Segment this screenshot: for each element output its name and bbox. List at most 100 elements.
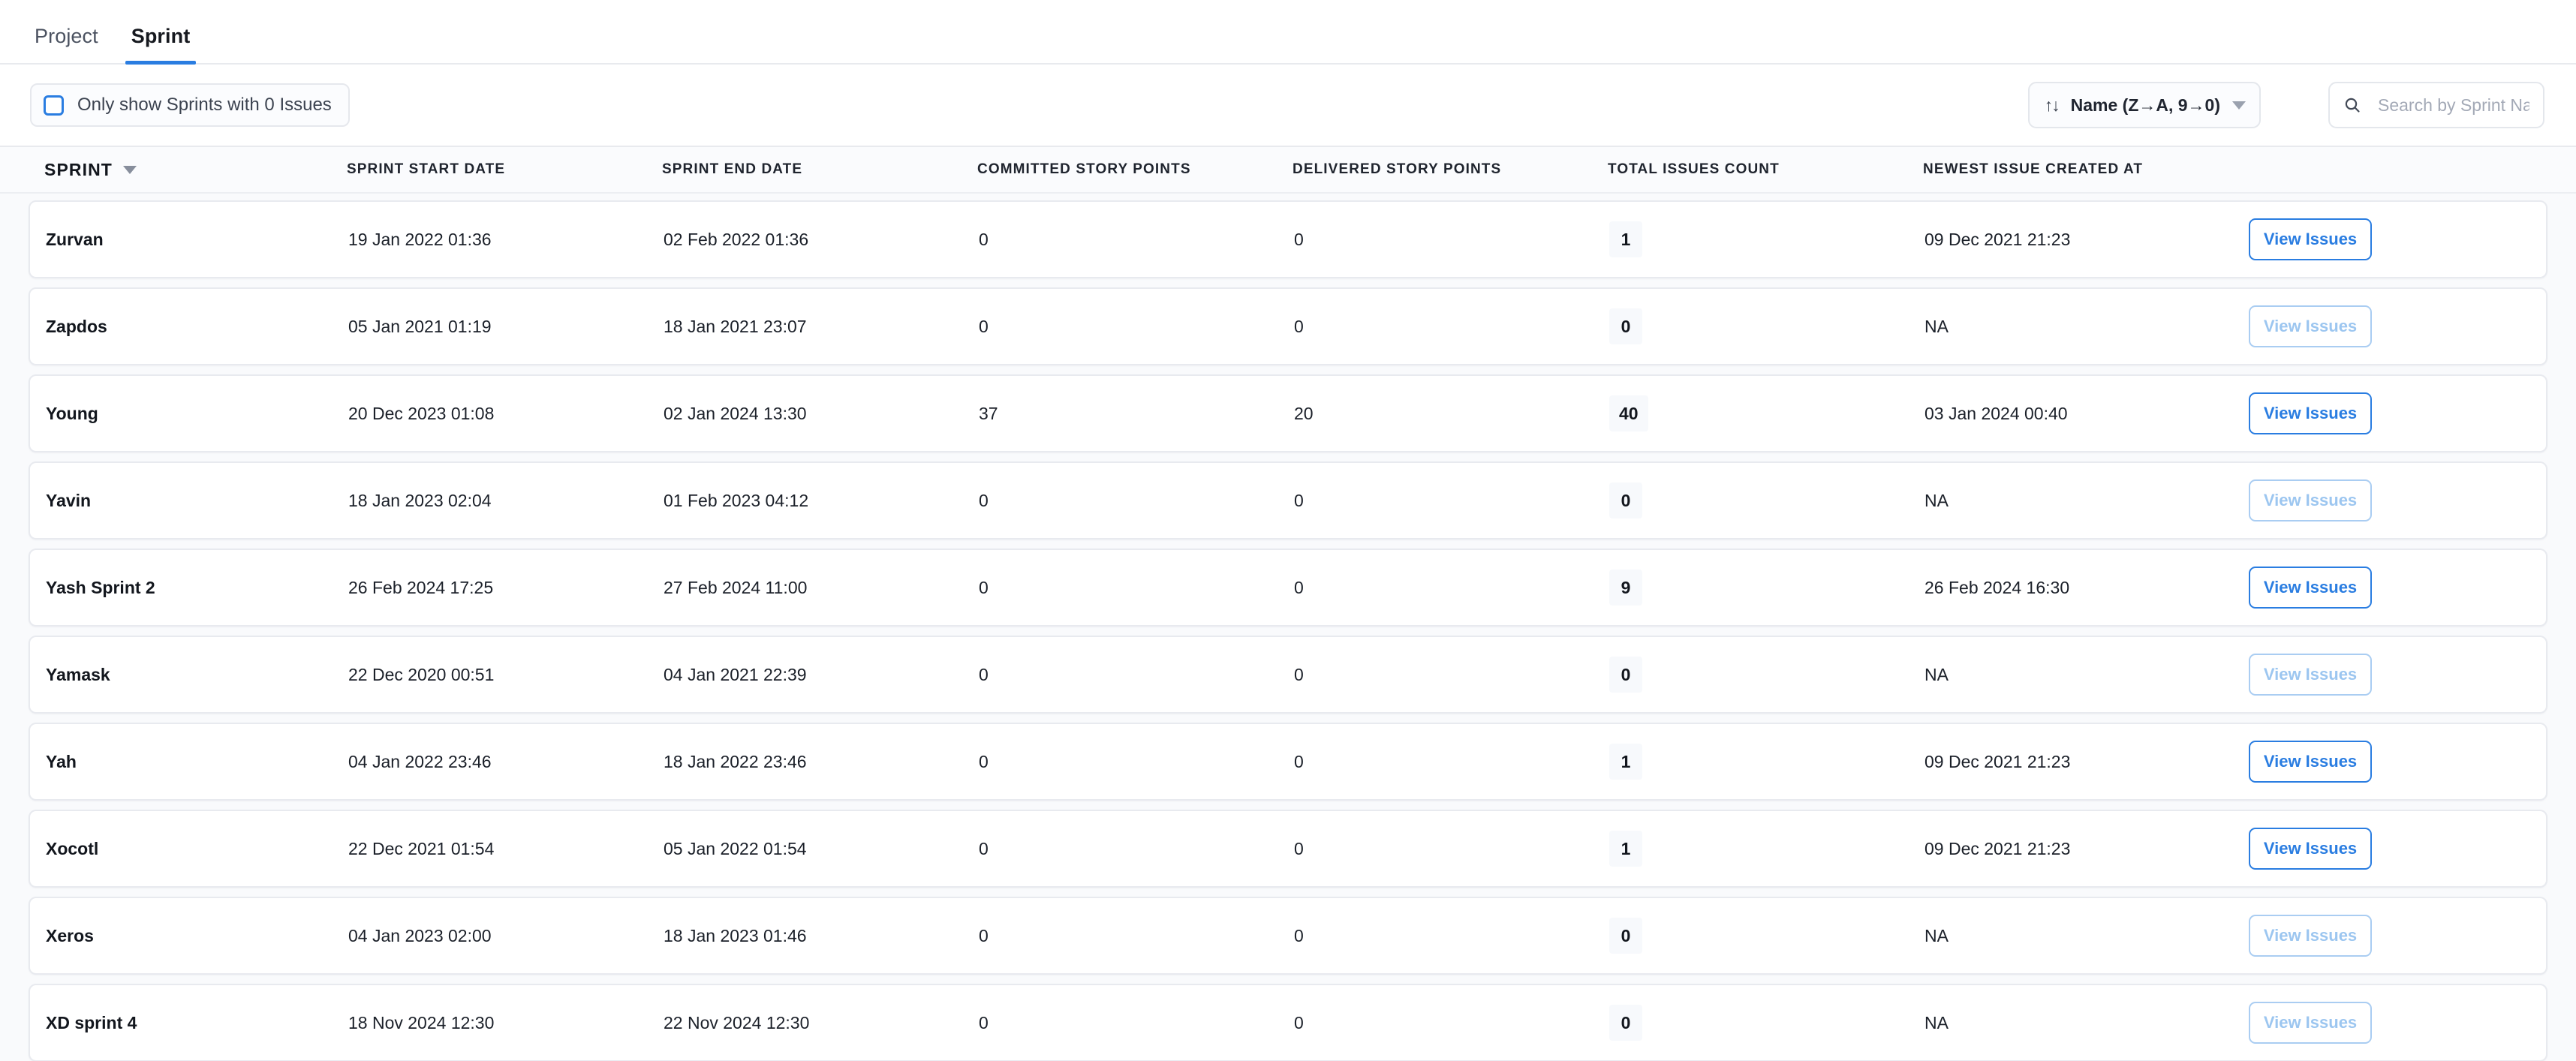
sprint-end-date-text: 18 Jan 2023 01:46 (664, 925, 807, 945)
newest-issue-created-at-text: 09 Dec 2021 21:23 (1924, 229, 2071, 249)
committed-story-points: 0 (979, 491, 1294, 511)
table-row[interactable]: Yah 04 Jan 2022 23:46 18 Jan 2022 23:46 0 0 1… (29, 723, 2547, 801)
sprint-end-date: 22 Nov 2024 12:30 (664, 1013, 979, 1033)
committed-story-points: 37 (979, 404, 1294, 424)
column-header-start-date-label: SPRINT START DATE (347, 161, 506, 177)
column-header-total-issues: TOTAL ISSUES COUNT (1608, 161, 1923, 178)
total-issues-badge: 1 (1609, 744, 1642, 780)
total-issues-count: 9 (1609, 570, 1924, 606)
search-box[interactable] (2328, 82, 2544, 128)
total-issues-count: 1 (1609, 744, 1924, 780)
column-header-total-issues-label: TOTAL ISSUES COUNT (1608, 161, 1780, 177)
row-actions: View Issues (2240, 915, 2546, 957)
sprint-name-text: Yah (46, 751, 77, 771)
sprint-start-date: 04 Jan 2023 02:00 (348, 926, 664, 946)
table-row[interactable]: Yamask 22 Dec 2020 00:51 04 Jan 2021 22:39… (29, 636, 2547, 714)
newest-issue-created-at-text: 09 Dec 2021 21:23 (1924, 838, 2071, 858)
total-issues-count: 0 (1609, 308, 1924, 344)
column-header-delivered-points: DELIVERED STORY POINTS (1293, 161, 1608, 178)
tab-sprint[interactable]: Sprint (115, 26, 207, 65)
table-row[interactable]: XD sprint 4 18 Nov 2024 12:30 22 Nov 2024 … (29, 984, 2547, 1061)
column-header-start-date: SPRINT START DATE (347, 161, 662, 178)
row-actions: View Issues (2240, 218, 2546, 260)
column-header-newest-issue-label: NEWEST ISSUE CREATED AT (1923, 161, 2144, 177)
tab-project[interactable]: Project (18, 26, 115, 63)
sprint-end-date-text: 04 Jan 2021 22:39 (664, 664, 807, 684)
newest-issue-created-at: NA (1924, 665, 2240, 685)
search-input[interactable] (2378, 95, 2529, 116)
delivered-story-points: 0 (1294, 752, 1609, 772)
delivered-story-points: 0 (1294, 317, 1609, 337)
table-row[interactable]: Zapdos 05 Jan 2021 01:19 18 Jan 2021 23:07… (29, 287, 2547, 365)
delivered-story-points: 0 (1294, 578, 1609, 598)
delivered-story-points-text: 0 (1294, 925, 1304, 945)
sprint-end-date-text: 05 Jan 2022 01:54 (664, 838, 807, 858)
sprint-name: Xeros (30, 926, 348, 946)
sprint-name-text: Young (46, 403, 98, 423)
view-issues-button[interactable]: View Issues (2249, 218, 2372, 260)
sprint-end-date-text: 27 Feb 2024 11:00 (664, 577, 808, 597)
delivered-story-points: 0 (1294, 665, 1609, 685)
sort-dropdown[interactable]: ↑↓ Name (Z→A, 9→0) (2027, 82, 2261, 128)
table-row[interactable]: Zurvan 19 Jan 2022 01:36 02 Feb 2022 01:36… (29, 200, 2547, 278)
newest-issue-created-at: NA (1924, 491, 2240, 511)
column-header-sprint[interactable]: SPRINT (29, 160, 347, 180)
row-actions: View Issues (2240, 567, 2546, 609)
view-issues-button: View Issues (2249, 479, 2372, 521)
sprint-start-date-text: 22 Dec 2021 01:54 (348, 838, 495, 858)
newest-issue-created-at: 26 Feb 2024 16:30 (1924, 578, 2240, 598)
sprint-start-date: 19 Jan 2022 01:36 (348, 230, 664, 250)
delivered-story-points: 0 (1294, 230, 1609, 250)
sprint-name-text: Yamask (46, 664, 110, 684)
view-issues-button: View Issues (2249, 654, 2372, 696)
newest-issue-created-at-text: NA (1924, 316, 1949, 336)
view-issues-button[interactable]: View Issues (2249, 567, 2372, 609)
committed-story-points: 0 (979, 230, 1294, 250)
delivered-story-points: 0 (1294, 1013, 1609, 1033)
table-row[interactable]: Yavin 18 Jan 2023 02:04 01 Feb 2023 04:12 0… (29, 461, 2547, 540)
column-header-delivered-points-label: DELIVERED STORY POINTS (1293, 161, 1502, 177)
sprint-start-date-text: 18 Nov 2024 12:30 (348, 1012, 495, 1032)
committed-story-points: 0 (979, 926, 1294, 946)
table-row[interactable]: Xocotl 22 Dec 2021 01:54 05 Jan 2022 01:54… (29, 810, 2547, 888)
delivered-story-points-text: 0 (1294, 751, 1304, 771)
committed-story-points: 0 (979, 317, 1294, 337)
chevron-down-icon (2232, 101, 2246, 110)
total-issues-badge: 0 (1609, 918, 1642, 954)
delivered-story-points-text: 0 (1294, 1012, 1304, 1032)
column-header-newest-issue: NEWEST ISSUE CREATED AT (1923, 161, 2238, 178)
sprint-start-date: 22 Dec 2021 01:54 (348, 839, 664, 859)
table-row[interactable]: Young 20 Dec 2023 01:08 02 Jan 2024 13:30 3… (29, 374, 2547, 452)
committed-story-points: 0 (979, 1013, 1294, 1033)
total-issues-count: 1 (1609, 221, 1924, 257)
zero-issues-filter[interactable]: Only show Sprints with 0 Issues (30, 83, 350, 127)
zero-issues-checkbox[interactable] (44, 95, 64, 116)
sprint-start-date: 22 Dec 2020 00:51 (348, 665, 664, 685)
delivered-story-points-text: 0 (1294, 229, 1304, 249)
view-issues-button: View Issues (2249, 1002, 2372, 1044)
sprint-start-date: 18 Jan 2023 02:04 (348, 491, 664, 511)
view-issues-button[interactable]: View Issues (2249, 741, 2372, 783)
row-actions: View Issues (2240, 479, 2546, 521)
view-issues-button: View Issues (2249, 915, 2372, 957)
sprint-end-date: 18 Jan 2023 01:46 (664, 926, 979, 946)
delivered-story-points-text: 0 (1294, 577, 1304, 597)
committed-story-points-text: 37 (979, 403, 998, 423)
view-issues-button[interactable]: View Issues (2249, 828, 2372, 870)
sprint-name: Zapdos (30, 317, 348, 337)
column-header-end-date: SPRINT END DATE (662, 161, 977, 178)
committed-story-points-text: 0 (979, 316, 989, 336)
sprint-end-date: 18 Jan 2022 23:46 (664, 752, 979, 772)
newest-issue-created-at: NA (1924, 1013, 2240, 1033)
delivered-story-points-text: 0 (1294, 490, 1304, 510)
sprint-name-text: Zapdos (46, 316, 107, 336)
table-row[interactable]: Yash Sprint 2 26 Feb 2024 17:25 27 Feb 202… (29, 549, 2547, 627)
view-issues-button: View Issues (2249, 305, 2372, 347)
sprint-start-date: 26 Feb 2024 17:25 (348, 578, 664, 598)
table-row[interactable]: Xeros 04 Jan 2023 02:00 18 Jan 2023 01:46 0… (29, 897, 2547, 975)
row-actions: View Issues (2240, 392, 2546, 434)
view-issues-button[interactable]: View Issues (2249, 392, 2372, 434)
total-issues-count: 0 (1609, 918, 1924, 954)
total-issues-count: 0 (1609, 657, 1924, 693)
